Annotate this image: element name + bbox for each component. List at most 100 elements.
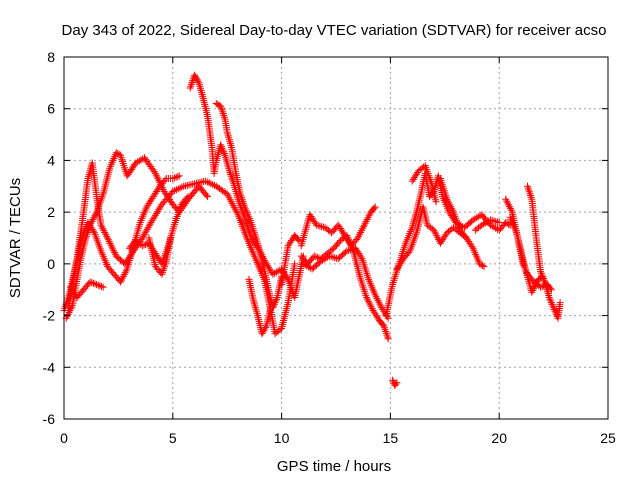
data-point xyxy=(528,288,536,296)
data-point xyxy=(410,216,418,224)
data-point xyxy=(204,193,212,201)
data-point xyxy=(97,221,105,229)
data-point xyxy=(220,111,228,119)
data-point xyxy=(405,249,413,256)
data-point xyxy=(153,209,160,217)
data-point xyxy=(546,295,554,303)
y-tick-label: -2 xyxy=(43,308,56,324)
data-point xyxy=(96,282,104,290)
y-tick-label: 8 xyxy=(47,49,55,65)
data-point xyxy=(461,232,469,240)
data-point xyxy=(525,188,533,196)
data-point xyxy=(547,299,555,307)
data-point xyxy=(548,300,556,308)
data-point xyxy=(169,188,177,195)
data-point xyxy=(151,169,159,177)
data-point xyxy=(260,327,268,335)
data-point xyxy=(89,279,97,287)
data-point xyxy=(244,238,252,246)
x-ticks: 0 5 10 15 20 25 xyxy=(60,57,616,446)
data-point xyxy=(291,260,299,268)
data-point xyxy=(495,219,503,226)
data-point xyxy=(525,186,533,194)
data-point xyxy=(139,155,147,163)
data-point xyxy=(365,212,373,220)
x-tick-label: 15 xyxy=(383,430,399,446)
data-point xyxy=(545,294,553,301)
series-trace-r xyxy=(436,175,471,242)
data-point xyxy=(161,176,169,184)
data-point xyxy=(109,245,117,253)
data-point xyxy=(524,182,531,190)
data-point xyxy=(228,174,236,182)
data-point xyxy=(105,238,113,246)
data-point xyxy=(88,279,96,287)
data-point xyxy=(503,197,511,205)
data-point xyxy=(106,239,114,247)
data-point xyxy=(188,80,195,88)
y-tick-label: -6 xyxy=(43,411,56,427)
data-point xyxy=(172,186,180,194)
data-point xyxy=(256,266,264,274)
y-tick-label: 0 xyxy=(47,256,55,272)
y-axis-label: SDTVAR / TECUs xyxy=(7,178,24,298)
x-axis-label: GPS time / hours xyxy=(277,458,391,475)
data-point xyxy=(363,294,370,301)
data-point xyxy=(363,216,371,223)
data-point xyxy=(94,281,102,289)
data-point xyxy=(186,84,194,92)
series-trace-u xyxy=(524,182,564,322)
data-point xyxy=(154,175,162,183)
data-point xyxy=(65,309,73,317)
data-point xyxy=(530,285,538,293)
data-point xyxy=(550,306,558,313)
data-point xyxy=(312,253,320,261)
data-point xyxy=(373,295,381,303)
data-point xyxy=(194,77,202,85)
data-point xyxy=(202,191,210,199)
data-point xyxy=(356,230,364,238)
data-point xyxy=(382,328,390,335)
data-point xyxy=(350,245,358,253)
data-point xyxy=(149,215,157,223)
data-point xyxy=(371,203,379,211)
data-point xyxy=(527,192,535,199)
data-point xyxy=(220,150,228,157)
data-point xyxy=(529,276,537,284)
data-point xyxy=(227,171,235,178)
y-tick-label: 6 xyxy=(47,101,55,117)
chart-title: Day 343 of 2022, Sidereal Day-to-day VTE… xyxy=(62,22,607,39)
data-point xyxy=(393,379,401,387)
data-point xyxy=(319,223,327,231)
data-point xyxy=(153,173,161,181)
data-point xyxy=(389,376,397,384)
data-point xyxy=(217,104,225,112)
data-point xyxy=(524,184,532,192)
series-trace-j xyxy=(278,231,303,288)
data-point xyxy=(108,243,116,251)
data-point xyxy=(205,179,213,187)
data-point xyxy=(214,100,222,108)
data-point xyxy=(357,253,365,261)
series-trace-l xyxy=(297,231,392,343)
data-point xyxy=(537,274,545,282)
data-point xyxy=(536,275,544,282)
series-trace-i xyxy=(245,275,275,338)
y-tick-label: 2 xyxy=(47,204,55,220)
data-point xyxy=(158,270,166,278)
data-point xyxy=(227,198,235,206)
data-point xyxy=(479,262,486,270)
data-point xyxy=(178,183,186,191)
data-point xyxy=(167,234,175,242)
data-point xyxy=(238,196,246,204)
data-point xyxy=(505,201,512,209)
data-point xyxy=(539,273,547,281)
x-tick-label: 20 xyxy=(491,430,507,446)
y-tick-label: 4 xyxy=(47,152,55,168)
data-point xyxy=(550,304,558,312)
x-tick-label: 0 xyxy=(60,430,68,446)
data-point xyxy=(172,173,180,181)
data-point xyxy=(219,110,227,117)
data-point xyxy=(262,324,269,331)
